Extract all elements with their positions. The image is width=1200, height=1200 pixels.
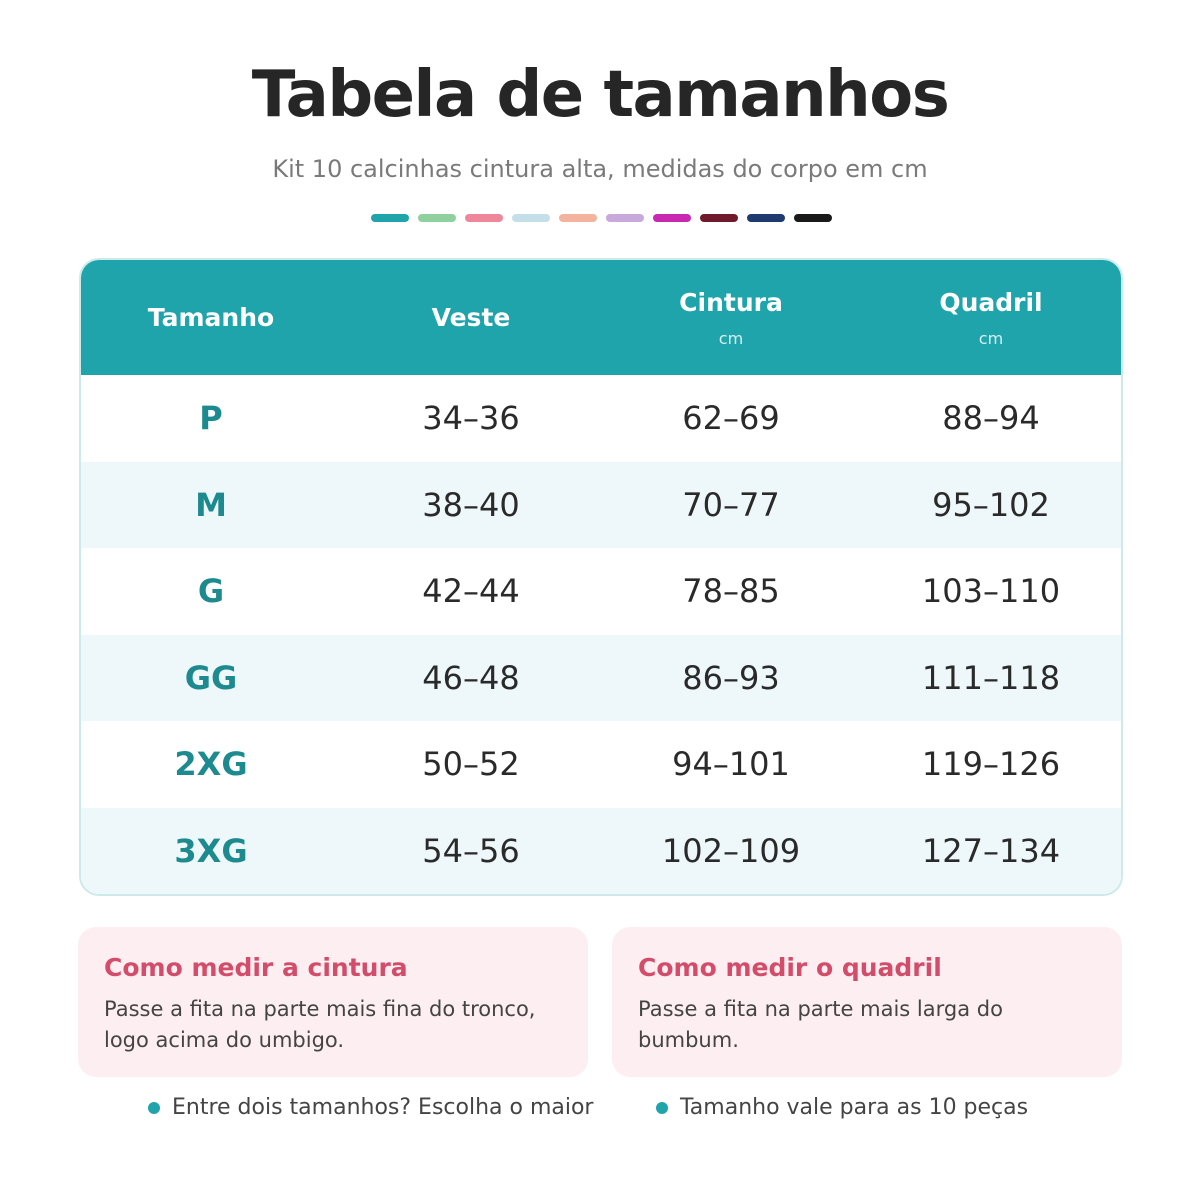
table-cell: 94–101 [601, 721, 861, 808]
size-label: 3XG [174, 831, 248, 870]
card: Como medir o quadril Passe a fita na par… [612, 927, 1122, 1077]
header-cell: Cintura cm [601, 260, 861, 375]
table-cell: 70–77 [601, 462, 861, 549]
card-title: Como medir a cintura [104, 953, 408, 982]
table-cell: P [81, 375, 341, 462]
swatch [371, 214, 409, 222]
bullet [656, 1101, 668, 1114]
swatch [700, 214, 738, 222]
measure: 102–109 [661, 831, 801, 870]
table-cell: 78–85 [601, 548, 861, 635]
header-cell: Quadril cm [861, 260, 1121, 375]
table-cell: 54–56 [341, 808, 601, 895]
table-row: GG 46–48 86–93 111–118 [81, 634, 1121, 722]
measure: 95–102 [932, 485, 1050, 524]
note: Tamanho vale para as 10 peças [656, 1095, 1028, 1120]
color-swatches [371, 214, 832, 222]
measure: 111–118 [921, 658, 1061, 697]
measure: 34–36 [422, 399, 520, 438]
measure: 46–48 [422, 658, 520, 697]
title: Tabela de tamanhos [251, 58, 950, 132]
column-label: Veste [431, 303, 511, 332]
table-row: M 38–40 70–77 95–102 [81, 461, 1121, 549]
table-cell: M [81, 462, 341, 549]
card: Como medir a cintura Passe a fita na par… [78, 927, 588, 1077]
size-label: G [197, 572, 225, 611]
table-cell: 42–44 [341, 548, 601, 635]
table-cell: 62–69 [601, 375, 861, 462]
measure: 78–85 [682, 572, 780, 611]
swatch [465, 214, 503, 222]
measure: 38–40 [422, 485, 520, 524]
note-text: Tamanho vale para as 10 peças [680, 1095, 1029, 1120]
table-cell: 88–94 [861, 375, 1121, 462]
swatch [653, 214, 691, 222]
size-label: GG [184, 658, 238, 697]
card-title: Como medir o quadril [638, 953, 942, 982]
note: Entre dois tamanhos? Escolha o maior [148, 1095, 593, 1120]
table-cell: 34–36 [341, 375, 601, 462]
table-row: P 34–36 62–69 88–94 [81, 375, 1121, 462]
measure: 103–110 [921, 572, 1061, 611]
column-label: Cintura [679, 287, 783, 317]
measure: 62–69 [682, 399, 780, 438]
table-cell: 50–52 [341, 721, 601, 808]
measure: 127–134 [921, 831, 1061, 870]
table-cell: 95–102 [861, 462, 1121, 549]
table-row: 3XG 54–56 102–109 127–134 [81, 807, 1121, 895]
table-cell: 2XG [81, 721, 341, 808]
measure: 119–126 [921, 745, 1061, 784]
size-label: P [199, 399, 223, 438]
column-unit: cm [718, 328, 744, 348]
swatch [794, 214, 832, 222]
table-cell: G [81, 548, 341, 635]
table-cell: 3XG [81, 808, 341, 895]
size-table: Tamanho Veste Cintura cm Quadril cm P 34–36 62–… [79, 258, 1123, 896]
size-label: 2XG [174, 745, 248, 784]
swatch [747, 214, 785, 222]
table-cell: 111–118 [861, 635, 1121, 722]
card-text: Passe a fita na parte mais larga do bumb… [638, 997, 1003, 1052]
swatch [559, 214, 597, 222]
header-cell: Tamanho [81, 260, 341, 375]
swatch [418, 214, 456, 222]
measure: 88–94 [942, 399, 1040, 438]
table-cell: 119–126 [861, 721, 1121, 808]
table-cell: 103–110 [861, 548, 1121, 635]
size-label: M [195, 485, 227, 524]
table-row: G 42–44 78–85 103–110 [81, 548, 1121, 635]
swatch [606, 214, 644, 222]
table-cell: 86–93 [601, 635, 861, 722]
table-cell: 46–48 [341, 635, 601, 722]
note-text: Entre dois tamanhos? Escolha o maior [172, 1095, 594, 1120]
measure: 54–56 [422, 831, 520, 870]
table-row: 2XG 50–52 94–101 119–126 [81, 721, 1121, 808]
measure: 50–52 [422, 745, 520, 784]
column-label: Tamanho [147, 303, 275, 332]
table-cell: 102–109 [601, 808, 861, 895]
column-unit: cm [978, 328, 1004, 348]
measure: 94–101 [672, 745, 790, 784]
column-label: Quadril [939, 287, 1043, 317]
table-header: Tamanho Veste Cintura cm Quadril cm [81, 260, 1121, 375]
measure: 86–93 [682, 658, 780, 697]
card-text: Passe a fita na parte mais fina do tronc… [104, 997, 536, 1052]
swatch [512, 214, 550, 222]
table-cell: 38–40 [341, 462, 601, 549]
measure: 42–44 [422, 572, 520, 611]
table-cell: 127–134 [861, 808, 1121, 895]
header-cell: Veste [341, 260, 601, 375]
subtitle: Kit 10 calcinhas cintura alta, medidas d… [272, 155, 928, 183]
measure: 70–77 [682, 485, 780, 524]
bullet [148, 1101, 160, 1114]
table-cell: GG [81, 635, 341, 722]
